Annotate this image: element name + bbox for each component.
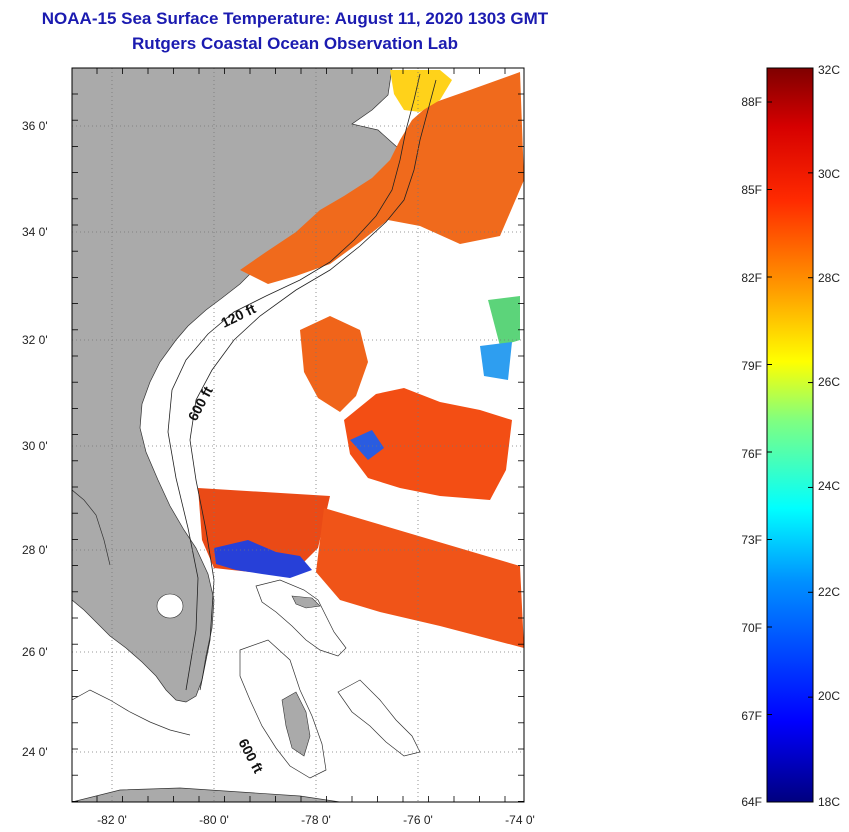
bahamas-island-grand	[291, 595, 321, 609]
lake-okeechobee	[156, 593, 184, 619]
map-content	[72, 68, 524, 802]
colorbar-c-label: 26C	[818, 375, 840, 389]
colorbar-f-label: 85F	[741, 183, 762, 197]
graticule	[72, 68, 524, 802]
lon-tick-label: -82 0'	[97, 813, 127, 827]
colorbar-c-label: 28C	[818, 271, 840, 285]
lon-tick-label: -74 0'	[505, 813, 535, 827]
colorbar-c-label: 22C	[818, 585, 840, 599]
lat-tick-label: 24 0'	[22, 745, 48, 759]
colorbar-c-label: 32C	[818, 63, 840, 77]
contour-120ft	[167, 73, 421, 691]
lon-tick-label: -76 0'	[403, 813, 433, 827]
lon-tick-label: -80 0'	[199, 813, 229, 827]
contour-600ft	[189, 79, 437, 691]
map-subtitle: Rutgers Coastal Ocean Observation Lab	[132, 34, 458, 53]
sst-patch-cool-florida	[214, 540, 312, 578]
florida-keys-outline	[72, 689, 191, 736]
colorbar-f-label: 64F	[741, 795, 762, 809]
colorbar-f-label: 73F	[741, 533, 762, 547]
lat-tick-label: 28 0'	[22, 543, 48, 557]
lat-tick-label: 36 0'	[22, 119, 48, 133]
sst-patch-green-east	[488, 296, 520, 346]
lat-tick-label: 32 0'	[22, 333, 48, 347]
colorbar-c-label: 20C	[818, 689, 840, 703]
map-title: NOAA-15 Sea Surface Temperature: August …	[41, 9, 549, 28]
sst-swath-south-east	[316, 508, 524, 648]
colorbar-c-label: 24C	[818, 479, 840, 493]
colorbar-c-label: 30C	[818, 167, 840, 181]
lat-tick-label: 30 0'	[22, 439, 48, 453]
sst-patch-cool-east	[480, 342, 512, 380]
colorbar-ticks	[767, 67, 813, 803]
cuba-coast	[72, 787, 341, 802]
colorbar-f-label: 76F	[741, 447, 762, 461]
colorbar-f-label: 70F	[741, 621, 762, 635]
colorbar-c-label: 18C	[818, 795, 840, 809]
sst-patch-coastal-nc	[240, 72, 524, 284]
bahamas-bank-north	[255, 579, 347, 657]
colorbar-f-label: 79F	[741, 359, 762, 373]
frame-ticks	[72, 68, 524, 802]
lon-tick-label: -78 0'	[301, 813, 331, 827]
colorbar	[766, 67, 814, 803]
bahamas-island-andros	[281, 691, 311, 757]
sst-patch-cool-mid	[350, 430, 384, 460]
gulf-coast-outline	[72, 489, 111, 600]
lat-tick-label: 34 0'	[22, 225, 48, 239]
sst-patch-central-east	[344, 388, 512, 500]
colorbar-f-label: 82F	[741, 271, 762, 285]
lat-tick-label: 26 0'	[22, 645, 48, 659]
sst-patch-outer-banks-yellow	[390, 70, 452, 112]
colorbar-f-label: 67F	[741, 709, 762, 723]
colorbar-f-label: 88F	[741, 95, 762, 109]
